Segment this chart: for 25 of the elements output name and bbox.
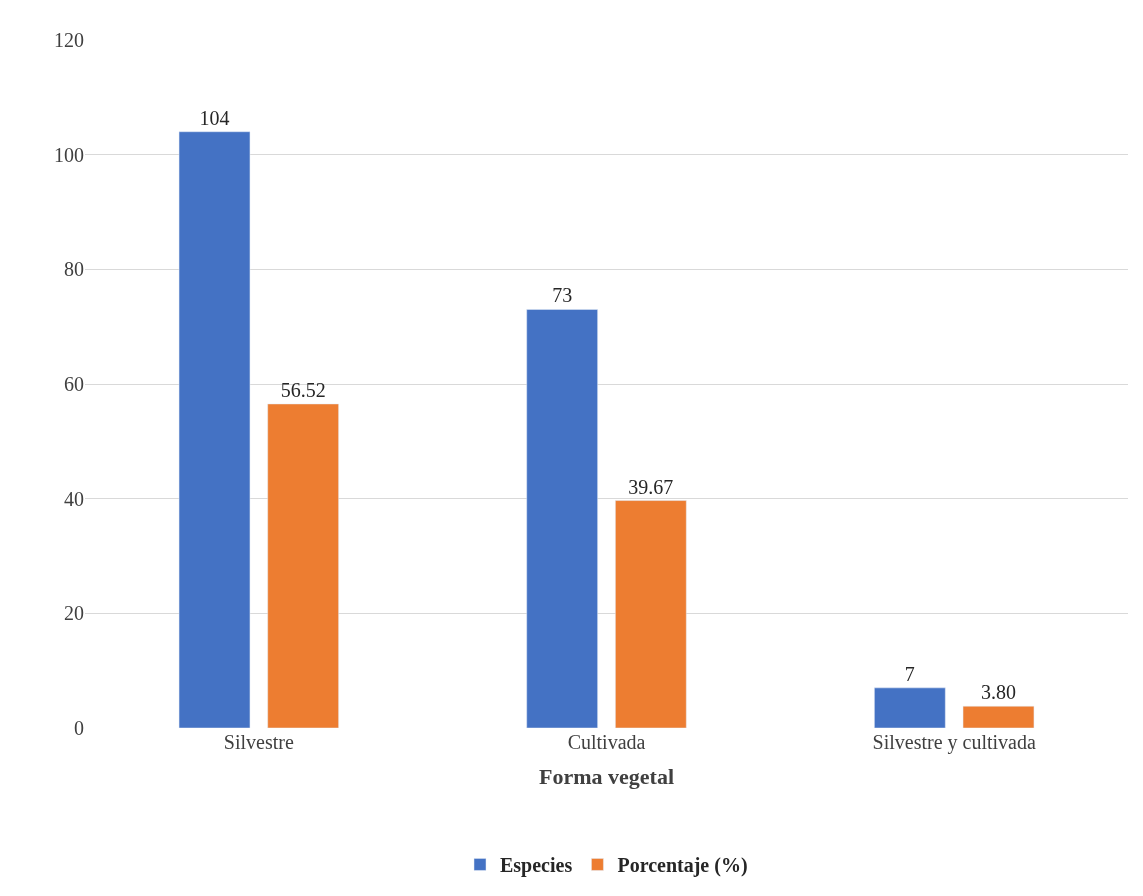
y-tick-label: 20 bbox=[64, 602, 84, 625]
bar bbox=[615, 500, 687, 728]
x-axis-title: Forma vegetal bbox=[539, 763, 674, 789]
y-tick-label: 60 bbox=[64, 373, 84, 395]
y-tick-label: 0 bbox=[74, 717, 84, 739]
y-tick-label: 80 bbox=[64, 258, 84, 281]
y-tick-label: 100 bbox=[54, 143, 84, 166]
legend-label: Porcentaje (%) bbox=[617, 854, 748, 878]
data-label: 104 bbox=[199, 106, 230, 129]
data-label: 56.52 bbox=[280, 378, 326, 401]
data-label: 39.67 bbox=[628, 475, 674, 498]
y-tick-label: 40 bbox=[64, 487, 84, 510]
data-label: 73 bbox=[552, 284, 573, 307]
bar bbox=[267, 403, 339, 728]
bar bbox=[526, 309, 598, 728]
bar bbox=[962, 705, 1035, 728]
x-tick-label: Silvestre y cultivada bbox=[872, 731, 1036, 754]
x-tick-label: Cultivada bbox=[567, 731, 646, 753]
x-tick-label: Silvestre bbox=[223, 731, 294, 753]
bar bbox=[178, 131, 251, 728]
bar bbox=[874, 687, 946, 728]
data-label: 3.80 bbox=[980, 681, 1016, 704]
data-label: 7 bbox=[904, 662, 915, 685]
y-tick-label: 120 bbox=[54, 29, 84, 51]
legend-label: Especies bbox=[500, 854, 573, 878]
